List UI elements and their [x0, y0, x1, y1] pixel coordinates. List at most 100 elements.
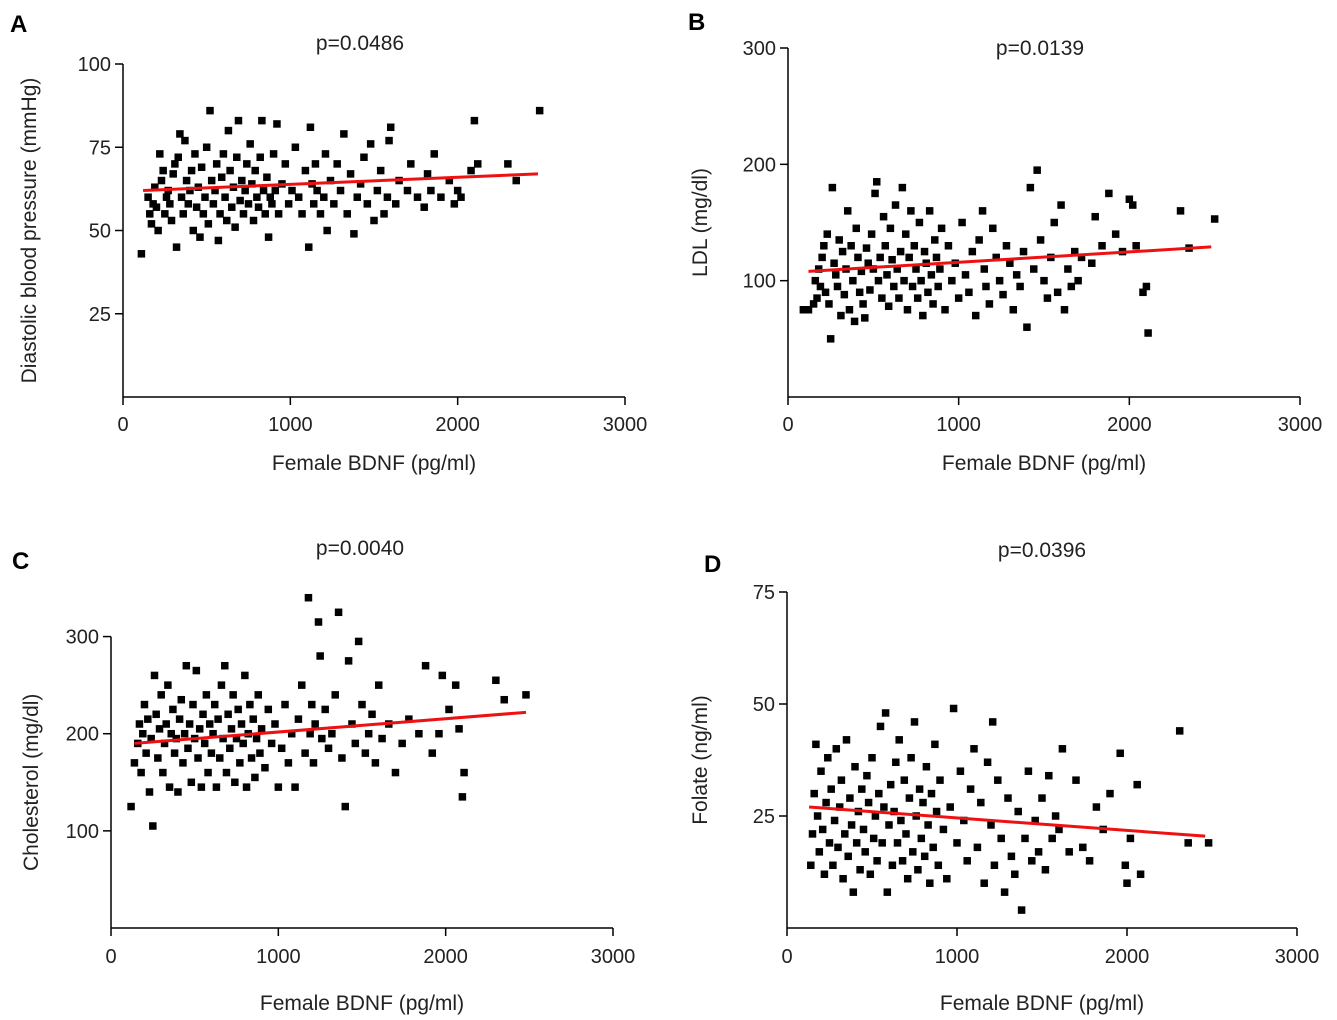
data-point: [821, 288, 830, 297]
data-point: [341, 802, 350, 811]
data-point: [140, 700, 149, 709]
data-point: [187, 778, 196, 787]
data-point: [849, 276, 857, 285]
data-point: [886, 224, 895, 233]
data-point: [886, 780, 895, 789]
data-point: [324, 744, 333, 753]
data-point: [876, 722, 885, 731]
data-point: [219, 734, 227, 743]
data-point: [344, 657, 353, 665]
data-point: [371, 759, 380, 767]
data-point: [326, 176, 335, 185]
data-point: [881, 709, 890, 717]
data-point: [840, 290, 849, 299]
data-point: [172, 734, 181, 743]
data-point: [1034, 848, 1043, 856]
data-point: [878, 839, 886, 847]
data-point: [895, 294, 903, 302]
data-point: [970, 745, 978, 753]
data-point: [368, 710, 376, 719]
data-point: [826, 335, 835, 343]
data-point: [284, 200, 293, 208]
data-point: [1016, 282, 1024, 291]
data-point: [184, 200, 193, 208]
data-point: [453, 186, 462, 195]
x-tick-label: 1000: [935, 946, 980, 968]
data-point: [989, 224, 997, 233]
data-point: [888, 255, 896, 264]
data-point: [338, 754, 346, 762]
data-point: [937, 224, 946, 233]
data-point: [1057, 201, 1065, 209]
data-point: [222, 768, 231, 777]
data-point: [884, 302, 893, 311]
x-axis-title: Female BDNF (pg/ml): [940, 992, 1144, 1015]
data-point: [244, 200, 253, 208]
data-point: [320, 193, 328, 201]
data-point: [386, 123, 395, 132]
panel-b: Bp=0.0139 0 1000 2000 3000 100 200 300 Female BD…: [688, 9, 1322, 475]
data-point: [261, 763, 269, 772]
data-point: [895, 736, 903, 744]
data-point: [1072, 776, 1080, 784]
data-point: [313, 186, 321, 195]
data-point: [842, 736, 851, 744]
data-point: [182, 176, 191, 185]
data-point: [186, 186, 194, 195]
data-point: [274, 210, 283, 218]
data-point: [1058, 745, 1067, 753]
data-point: [939, 825, 948, 834]
data-point: [847, 821, 856, 829]
data-point: [843, 207, 852, 215]
data-point: [185, 720, 194, 728]
data-point: [829, 861, 837, 870]
data-point: [150, 671, 159, 680]
data-point: [816, 282, 825, 291]
data-point: [934, 282, 942, 291]
data-point: [385, 136, 393, 145]
data-point: [177, 695, 186, 704]
y-tick-label: 100: [66, 821, 99, 843]
data-point: [222, 216, 231, 225]
data-point: [799, 306, 808, 314]
data-point: [263, 173, 271, 181]
data-point: [311, 160, 320, 168]
data-point: [896, 247, 905, 256]
data-point: [1028, 857, 1036, 865]
data-point: [1041, 866, 1050, 874]
data-point: [336, 186, 345, 195]
data-point: [159, 166, 167, 175]
data-point: [832, 271, 840, 279]
data-point: [883, 271, 891, 279]
p-value-label: p=0.0040: [316, 537, 404, 560]
y-tick-label: 200: [66, 724, 99, 746]
data-point: [1012, 271, 1021, 279]
data-point: [154, 226, 162, 235]
data-point: [264, 233, 273, 241]
data-point: [863, 771, 871, 780]
data-point: [254, 691, 263, 699]
data-point: [147, 220, 156, 228]
x-tick-label: 0: [782, 414, 793, 436]
data-point: [239, 739, 247, 748]
x-tick-label: 0: [105, 946, 116, 968]
data-point: [983, 758, 992, 766]
data-point: [179, 210, 187, 218]
data-point: [308, 700, 316, 709]
data-point: [189, 226, 198, 235]
data-point: [460, 768, 468, 777]
data-point: [233, 153, 241, 161]
data-point: [1079, 843, 1087, 852]
data-point: [868, 754, 876, 762]
data-point: [1132, 242, 1140, 250]
data-point: [835, 236, 843, 244]
data-point: [216, 754, 224, 762]
data-point: [294, 193, 303, 201]
data-point: [809, 300, 818, 308]
data-point: [949, 704, 958, 713]
data-point: [1091, 212, 1099, 221]
panel-letter: B: [688, 9, 705, 36]
data-point: [859, 825, 868, 834]
data-point: [180, 729, 189, 738]
data-point: [246, 700, 254, 709]
